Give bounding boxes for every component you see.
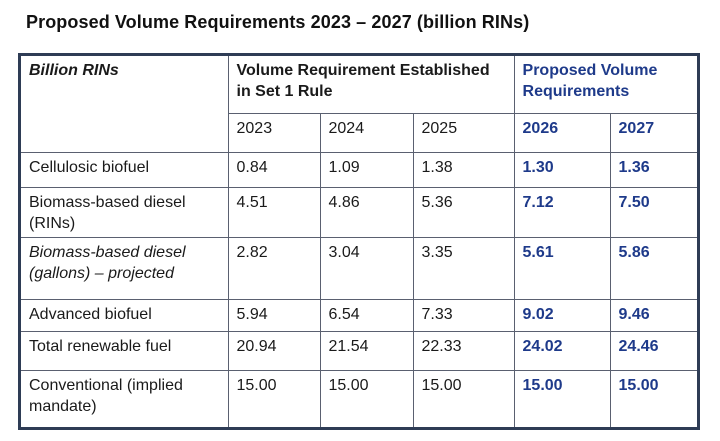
year-2023: 2023 — [228, 112, 321, 153]
cell-2026: 9.02 — [513, 298, 611, 332]
cell-2025: 15.00 — [412, 369, 515, 427]
table-row: Cellulosic biofuel 0.84 1.09 1.38 1.30 1… — [21, 151, 698, 188]
cell-2027: 24.46 — [609, 330, 698, 371]
cell-2024: 4.86 — [319, 186, 414, 238]
row-label: Total renewable fuel — [21, 330, 229, 371]
cell-2025: 3.35 — [412, 236, 515, 300]
table-row: Conventional (implied mandate) 15.00 15.… — [21, 369, 698, 427]
cell-2027: 5.86 — [609, 236, 698, 300]
corner-label: Billion RINs — [21, 56, 229, 153]
table-row: Total renewable fuel 20.94 21.54 22.33 2… — [21, 330, 698, 371]
cell-2025: 22.33 — [412, 330, 515, 371]
cell-2023: 4.51 — [227, 186, 321, 238]
year-2026: 2026 — [513, 112, 611, 153]
cell-2026: 24.02 — [513, 330, 611, 371]
proposed-header: Proposed Volume Requirements — [513, 56, 698, 114]
cell-2025: 5.36 — [412, 186, 515, 238]
cell-2026: 15.00 — [513, 369, 611, 427]
cell-2024: 21.54 — [319, 330, 414, 371]
cell-2025: 1.38 — [412, 151, 515, 188]
row-label: Biomass-based diesel (gallons) – project… — [21, 236, 229, 300]
page-title: Proposed Volume Requirements 2023 – 2027… — [26, 12, 530, 32]
cell-2023: 5.94 — [227, 298, 321, 332]
table-frame — [18, 53, 700, 430]
table-row: Biomass-based diesel (gallons) – project… — [21, 236, 698, 300]
cell-2026: 5.61 — [513, 236, 611, 300]
cell-2026: 7.12 — [513, 186, 611, 238]
row-label: Advanced biofuel — [21, 298, 229, 332]
cell-2023: 0.84 — [227, 151, 321, 188]
table-row: Biomass-based diesel (RINs) 4.51 4.86 5.… — [21, 186, 698, 238]
cell-2027: 1.36 — [609, 151, 698, 188]
row-label: Biomass-based diesel (RINs) — [21, 186, 229, 238]
cell-2027: 7.50 — [609, 186, 698, 238]
row-label: Conventional (implied mandate) — [21, 369, 229, 427]
cell-2027: 9.46 — [609, 298, 698, 332]
cell-2025: 7.33 — [412, 298, 515, 332]
table-row: Advanced biofuel 5.94 6.54 7.33 9.02 9.4… — [21, 298, 698, 332]
cell-2023: 15.00 — [227, 369, 321, 427]
header-row: Billion RINs Volume Requirement Establis… — [21, 56, 698, 153]
cell-2024: 3.04 — [319, 236, 414, 300]
year-2027: 2027 — [609, 112, 698, 153]
cell-2026: 1.30 — [513, 151, 611, 188]
cell-2024: 6.54 — [319, 298, 414, 332]
row-label: Cellulosic biofuel — [21, 151, 229, 188]
year-2024: 2024 — [319, 112, 414, 153]
cell-2023: 2.82 — [227, 236, 321, 300]
cell-2023: 20.94 — [227, 330, 321, 371]
volume-requirements-table: Billion RINs Volume Requirement Establis… — [21, 56, 698, 427]
set1-rule-header: Volume Requirement Established in Set 1 … — [227, 56, 515, 114]
cell-2024: 1.09 — [319, 151, 414, 188]
year-2025: 2025 — [412, 112, 515, 153]
cell-2024: 15.00 — [319, 369, 414, 427]
cell-2027: 15.00 — [609, 369, 698, 427]
